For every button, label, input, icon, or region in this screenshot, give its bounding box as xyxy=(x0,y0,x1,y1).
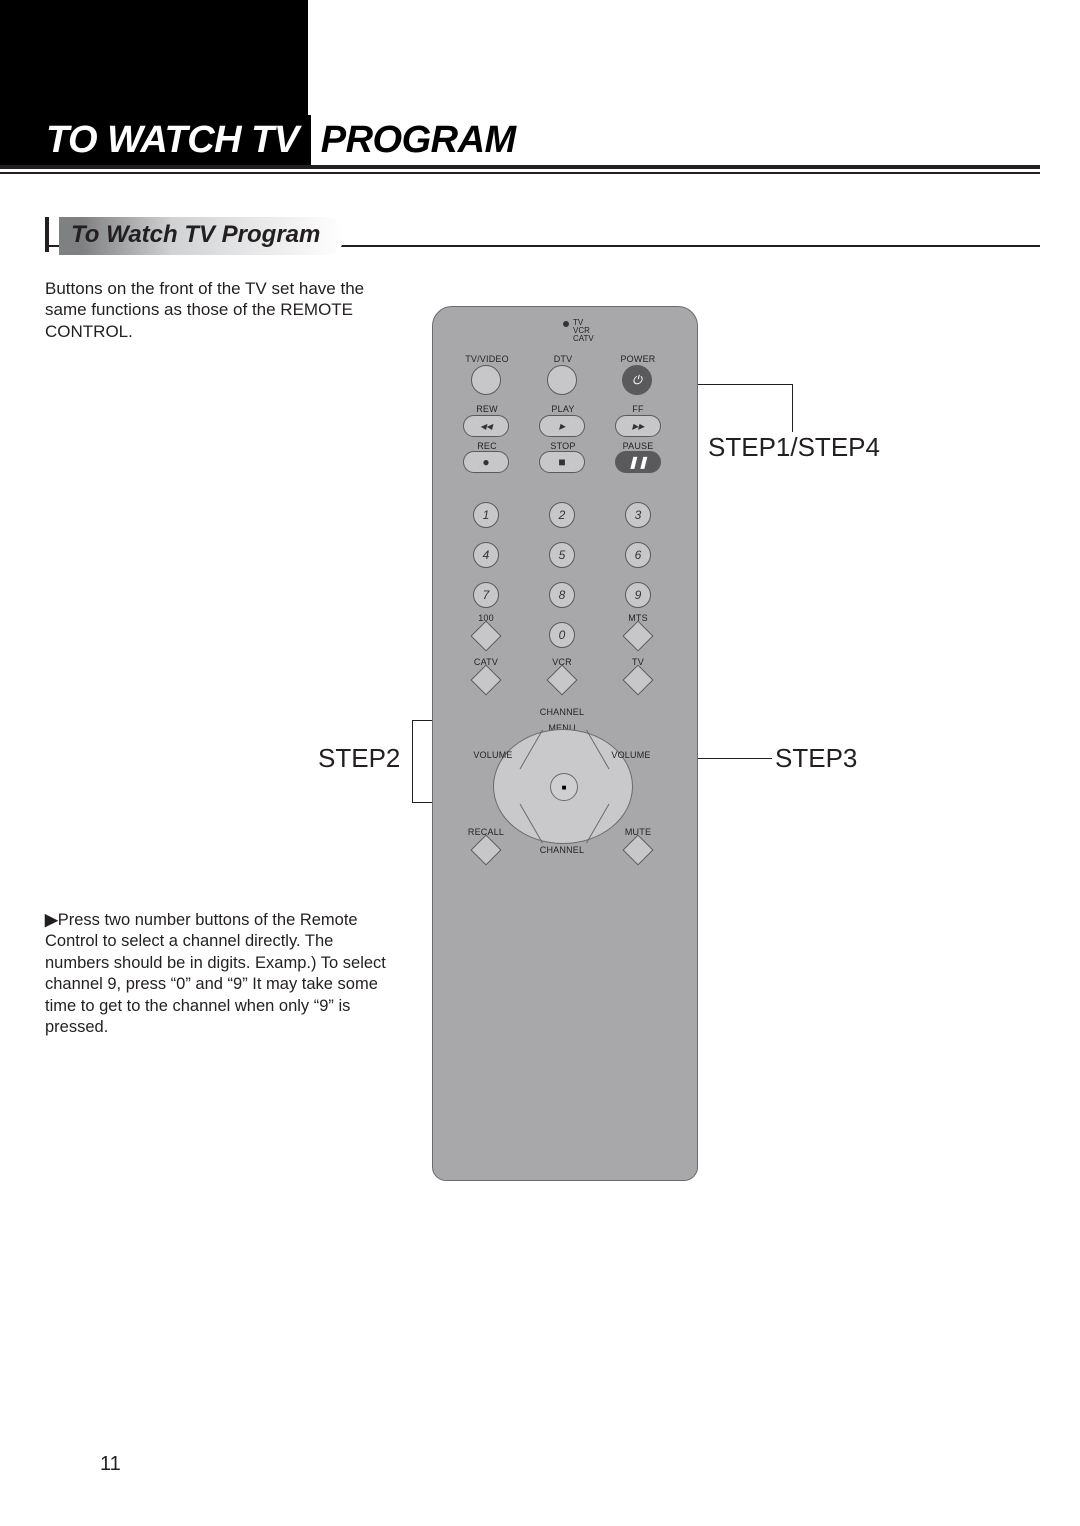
subtitle-left-bar xyxy=(45,217,49,252)
step2-label: STEP2 xyxy=(318,743,400,774)
catv-button[interactable] xyxy=(470,664,501,695)
vcr-button[interactable] xyxy=(546,664,577,695)
rec-button[interactable]: ● xyxy=(463,451,509,473)
leader-step14-v xyxy=(792,384,793,432)
rec-label: REC xyxy=(457,441,517,451)
tvvideo-button[interactable] xyxy=(471,365,501,395)
subtitle-row: To Watch TV Program xyxy=(45,217,1040,259)
digit-4-button[interactable]: 4 xyxy=(473,542,499,568)
rew-label: REW xyxy=(457,404,517,414)
channel-bottom-label: CHANNEL xyxy=(532,845,592,855)
dpad-divider xyxy=(520,804,543,843)
power-label: POWER xyxy=(608,354,668,364)
pause-button[interactable]: ❚❚ xyxy=(615,451,661,473)
digit-0-button[interactable]: 0 xyxy=(549,622,575,648)
power-button[interactable]: ⏻ xyxy=(622,365,652,395)
dpad-divider xyxy=(520,730,543,769)
tip-body: Press two number buttons of the Remote C… xyxy=(45,911,386,1036)
ff-button[interactable]: ▸▸ xyxy=(615,415,661,437)
dpad-divider xyxy=(586,804,609,843)
tv-button[interactable] xyxy=(622,664,653,695)
page-number: 11 xyxy=(100,1453,121,1476)
main-title: TO WATCH TV PROGRAM xyxy=(0,115,1040,165)
recall-button[interactable] xyxy=(470,834,501,865)
rew-button[interactable]: ◂◂ xyxy=(463,415,509,437)
volume-right-label: VOLUME xyxy=(601,750,661,760)
dtv-button[interactable] xyxy=(547,365,577,395)
tip-arrow-icon: ▶ xyxy=(45,911,58,929)
stop-button[interactable]: ■ xyxy=(539,451,585,473)
digit-7-button[interactable]: 7 xyxy=(473,582,499,608)
ff-label: FF xyxy=(608,404,668,414)
title-rule-thin xyxy=(0,172,1040,174)
main-title-part2: PROGRAM xyxy=(311,115,526,165)
digit-1-button[interactable]: 1 xyxy=(473,502,499,528)
digit-3-button[interactable]: 3 xyxy=(625,502,651,528)
title-rule-thick xyxy=(0,165,1040,169)
mts-button[interactable] xyxy=(622,620,653,651)
dpad-center-button[interactable]: ■ xyxy=(550,773,578,801)
dtv-label: DTV xyxy=(533,354,593,364)
step3-label: STEP3 xyxy=(775,743,857,774)
tvvideo-label: TV/VIDEO xyxy=(457,354,517,364)
subtitle-pill: To Watch TV Program xyxy=(59,217,344,255)
header-black-block xyxy=(0,0,308,117)
digit-9-button[interactable]: 9 xyxy=(625,582,651,608)
intro-text: Buttons on the front of the TV set have … xyxy=(45,278,385,342)
leader-step2-v xyxy=(412,720,413,803)
main-title-part1: TO WATCH TV xyxy=(0,115,311,165)
mute-button[interactable] xyxy=(622,834,653,865)
volume-left-label: VOLUME xyxy=(463,750,523,760)
play-button[interactable]: ▸ xyxy=(539,415,585,437)
channel-top-label: CHANNEL xyxy=(532,707,592,717)
mode-indicator-icon xyxy=(563,321,569,327)
digit-2-button[interactable]: 2 xyxy=(549,502,575,528)
step14-label: STEP1/STEP4 xyxy=(708,432,880,463)
remote-control: TV VCR CATV TV/VIDEO DTV POWER ⏻ REW ◂◂ … xyxy=(432,306,698,1181)
hundred-button[interactable] xyxy=(470,620,501,651)
digit-8-button[interactable]: 8 xyxy=(549,582,575,608)
mode-catv-label: CATV xyxy=(573,334,594,343)
digit-5-button[interactable]: 5 xyxy=(549,542,575,568)
stop-label: STOP xyxy=(533,441,593,451)
play-label: PLAY xyxy=(533,404,593,414)
pause-label: PAUSE xyxy=(608,441,668,451)
tip-text: ▶Press two number buttons of the Remote … xyxy=(45,910,395,1039)
digit-6-button[interactable]: 6 xyxy=(625,542,651,568)
